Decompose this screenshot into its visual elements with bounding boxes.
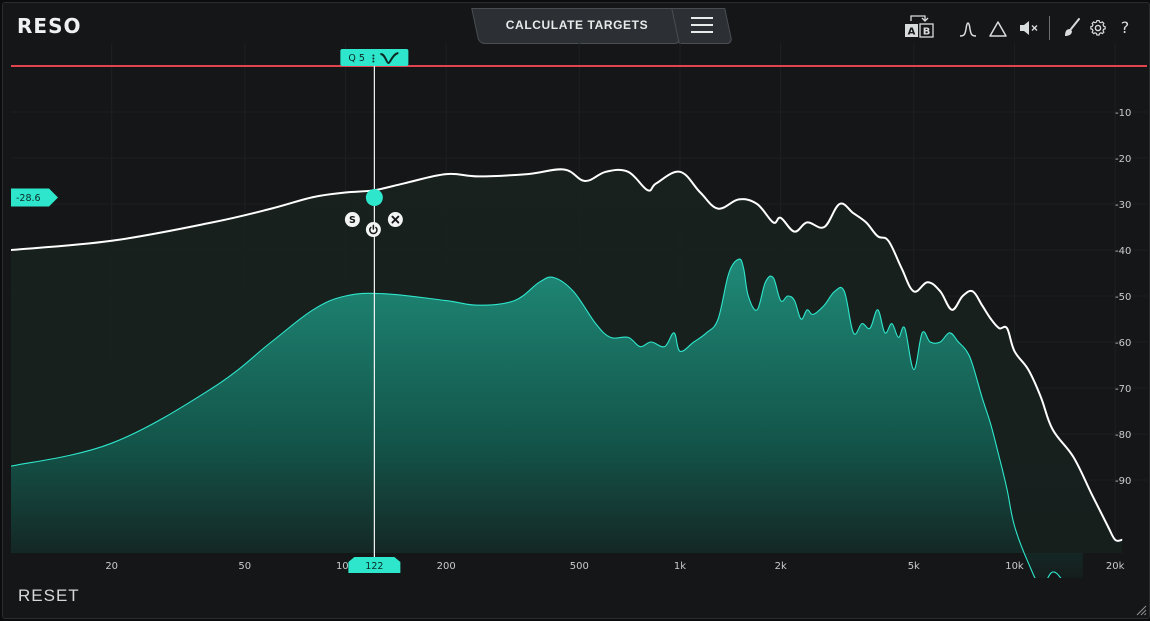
ab-label-b: B [923,27,931,38]
q-tag[interactable]: Q 5 [340,49,409,66]
reset-button[interactable]: RESET [18,586,80,605]
brush-button[interactable] [1061,13,1083,43]
help-icon: ? [1120,18,1130,37]
x-tick-label: 1k [674,561,686,572]
y-tick-label: -80 [1115,430,1131,441]
x-tick-label: 5k [908,561,920,572]
y-tick-label: -90 [1115,476,1131,487]
y-tick-label: -50 [1115,292,1131,303]
x-tick-label: 20k [1106,561,1125,572]
triangle-icon [989,21,1007,37]
toolbar-separator [1049,16,1050,40]
frequency-label: 122 [365,561,383,572]
gain-tag[interactable]: -28.6 [11,188,58,207]
ab-compare-icon: A B [905,15,934,38]
y-tick-label: -40 [1115,246,1131,257]
gear-icon [1090,19,1106,36]
node-handle[interactable] [365,189,383,207]
peak-filter-icon [959,22,977,37]
spectrum-area [11,259,1083,578]
app-title: RESO [17,14,82,38]
power-icon [369,224,378,235]
calculate-targets-button[interactable]: CALCULATE TARGETS [505,18,649,32]
y-tick-label: -30 [1115,200,1131,211]
x-tick-label: 10k [1005,561,1024,572]
x-tick-label: 100 [336,561,355,572]
y-tick-label: -10 [1115,108,1131,119]
x-axis: 20 50 100 200 500 1k 2k 5k 10k 20k [105,561,1124,572]
ab-compare-button[interactable]: A B [903,13,937,43]
mute-button[interactable] [1017,13,1041,43]
resize-grip-icon[interactable] [1135,604,1147,616]
frequency-tag[interactable]: 122 [348,557,401,573]
solo-icon: S [349,215,356,226]
toolbar: A B [889,13,1139,43]
spectrum-display[interactable]: -10 -20 -30 -40 -50 -60 -70 -80 -90 20 50 100 200 50… [11,43,1147,578]
hamburger-menu-icon[interactable] [691,16,713,34]
node-solo-button[interactable]: S [344,212,360,228]
y-tick-label: -70 [1115,384,1131,395]
notch-shape-icon[interactable] [380,52,399,65]
target-curve[interactable] [11,168,1123,542]
x-tick-label: 200 [437,561,456,572]
node-bypass-button[interactable] [365,222,381,238]
x-tick-label: 20 [105,561,118,572]
y-tick-label: -60 [1115,338,1131,349]
settings-button[interactable] [1087,13,1109,43]
peak-filter-button[interactable] [957,13,979,43]
gain-label: -28.6 [16,193,41,204]
x-tick-label: 2k [775,561,787,572]
help-button[interactable]: ? [1115,13,1135,43]
x-tick-label: 500 [570,561,589,572]
x-tick-label: 50 [238,561,251,572]
y-axis: -10 -20 -30 -40 -50 -60 -70 -80 -90 [1115,108,1131,487]
q-label: Q 5 [348,53,365,64]
ab-label-a: A [908,27,916,38]
mute-speaker-icon [1020,21,1038,35]
y-tick-label: -20 [1115,154,1131,165]
triangle-button[interactable] [987,13,1009,43]
spectrum-line [11,258,1062,578]
close-icon [391,215,400,224]
brush-icon [1065,18,1080,36]
node-delete-button[interactable] [387,212,403,228]
